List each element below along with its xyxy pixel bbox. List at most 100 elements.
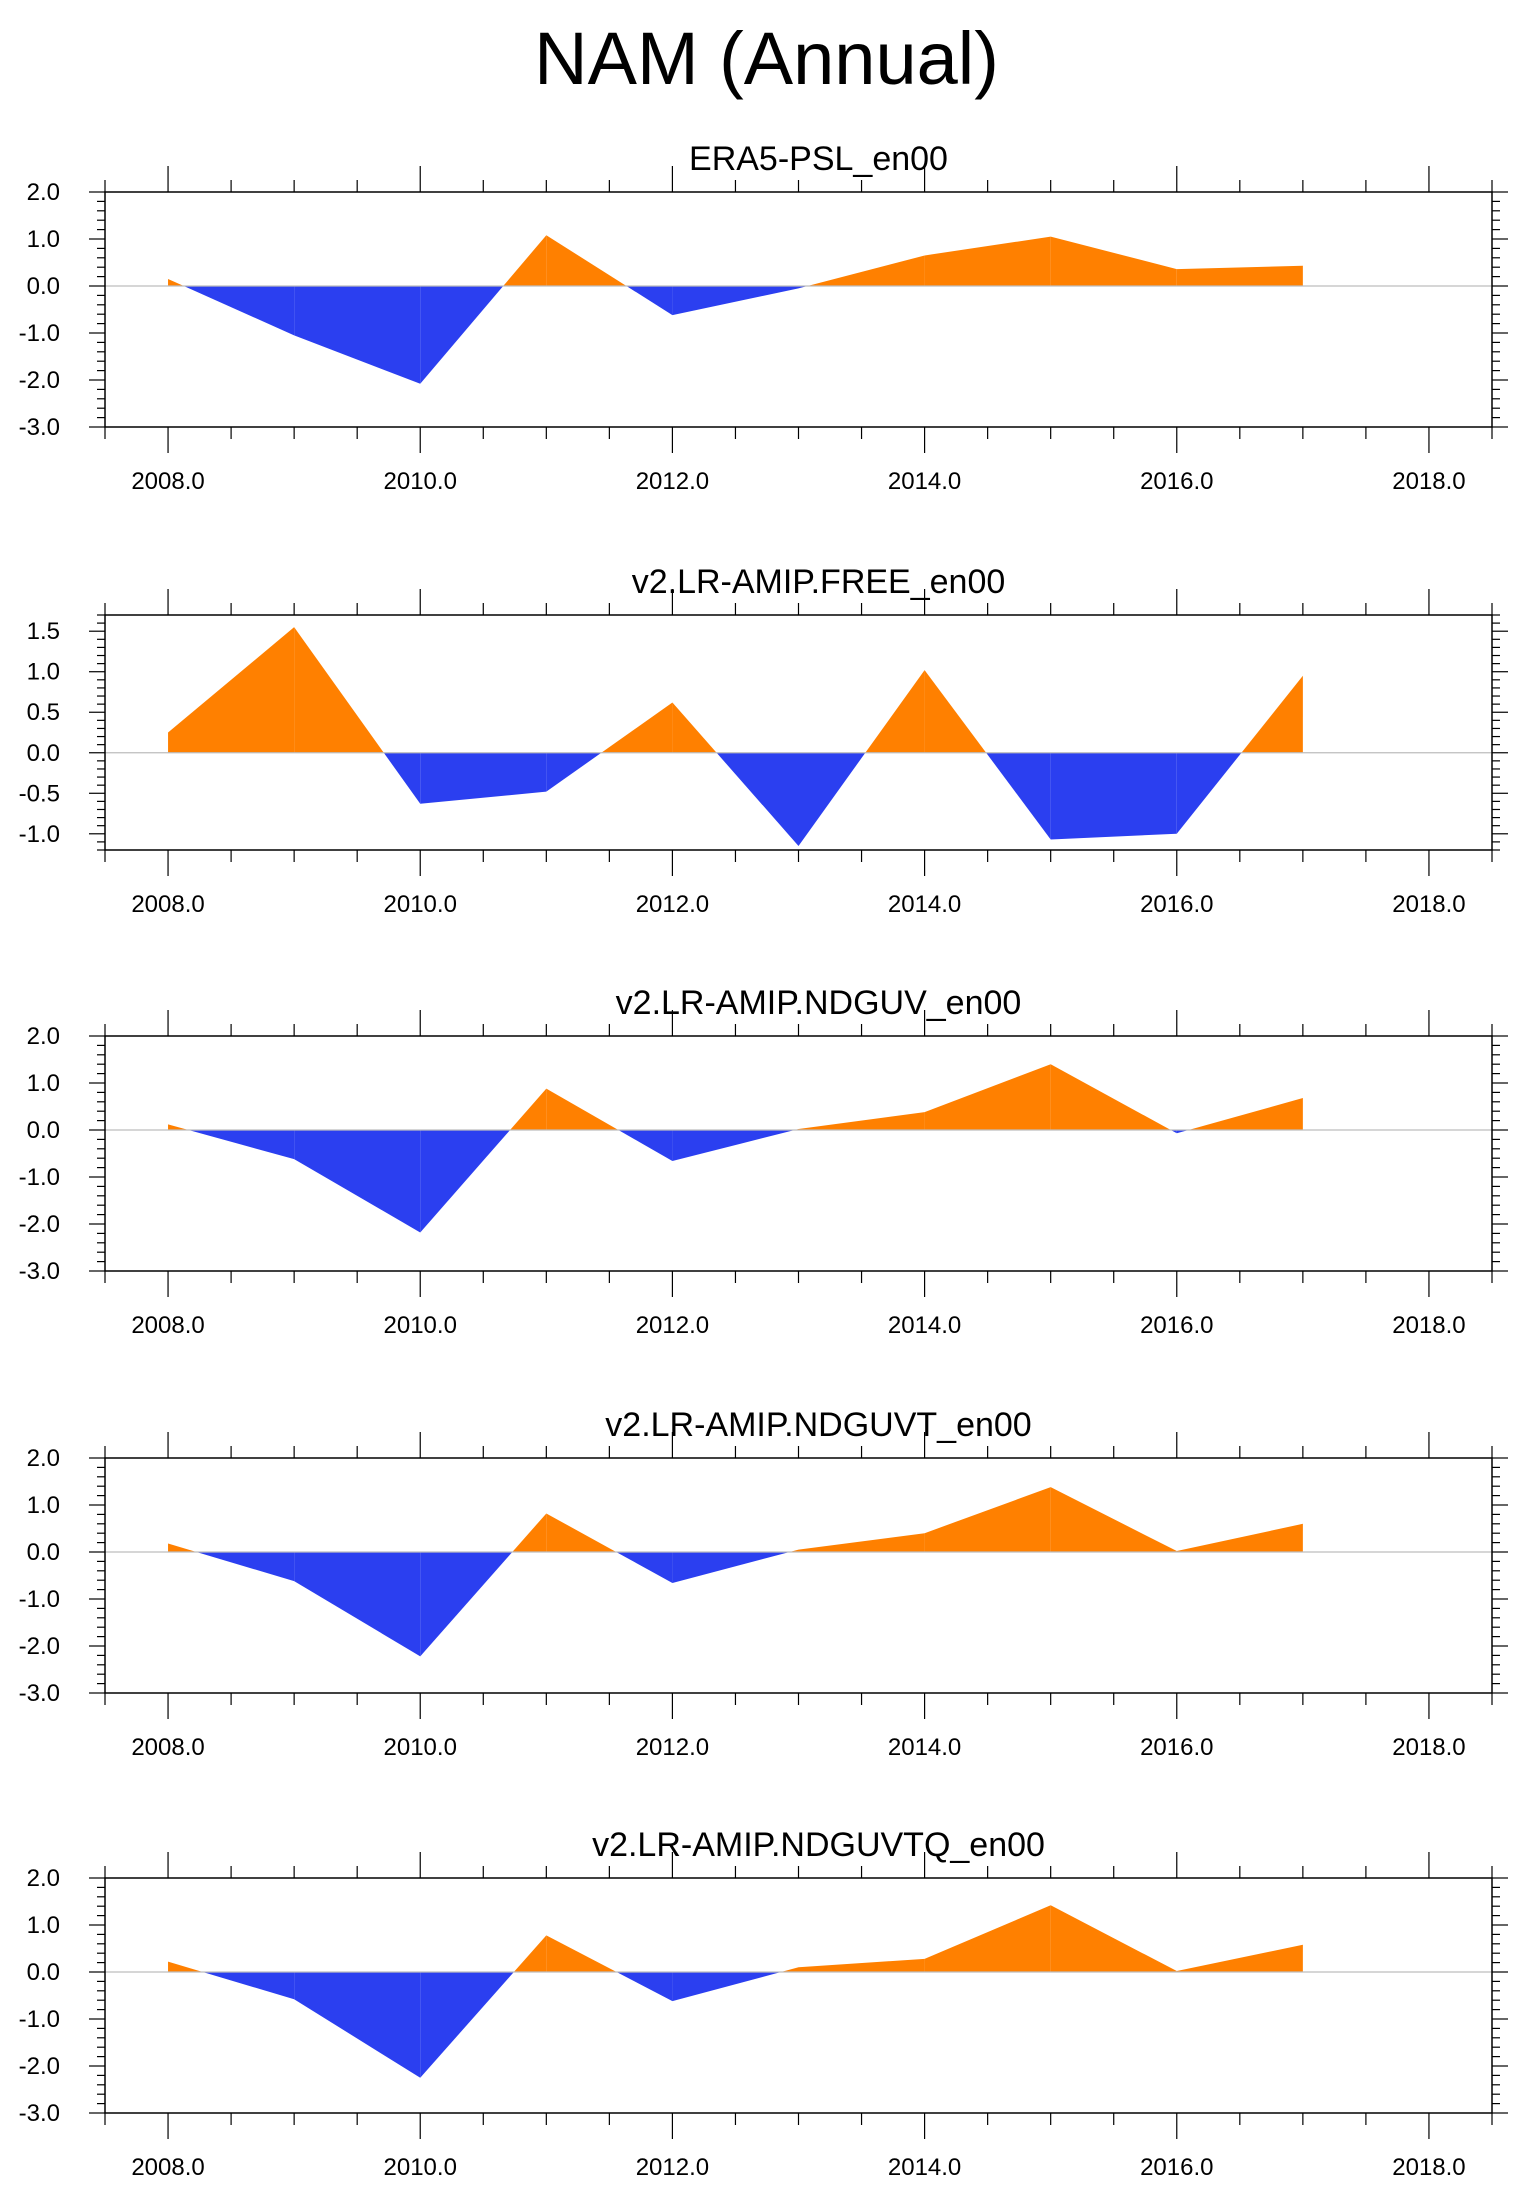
area-segment — [168, 1124, 189, 1130]
panel-4: v2.LR-AMIP.NDGUVT_en00 2.0 1.0 0.0 -1.0 -2.0 -… — [19, 1406, 1508, 1761]
area-segment — [601, 702, 673, 753]
x-tick-label: 2010.0 — [384, 1312, 457, 1339]
y-tick-label: 1.0 — [27, 1492, 60, 1519]
y-tick-label: 0.0 — [27, 273, 60, 300]
x-tick-label: 2018.0 — [1392, 1734, 1465, 1761]
panel-2: v2.LR-AMIP.FREE_en00 1.5 1.0 0.5 0.0 -0.5 -1.0… — [19, 563, 1508, 918]
area-segment — [1050, 1064, 1171, 1130]
area-segment — [420, 1552, 513, 1657]
panel-5: v2.LR-AMIP.NDGUVTQ_en00 2.0 1.0 0.0 -1.0 -2.0… — [19, 1826, 1508, 2181]
area-segment — [1050, 1905, 1177, 1972]
x-tick-label: 2008.0 — [131, 1312, 204, 1339]
area-segment — [1176, 1130, 1189, 1134]
x-tick-label: 2014.0 — [888, 891, 961, 918]
area-segment — [1188, 1098, 1303, 1130]
area-segment — [986, 752, 1051, 840]
area-segment — [546, 235, 627, 286]
figure-title: NAM (Annual) — [534, 17, 999, 100]
y-tick-label: 0.0 — [27, 1117, 60, 1144]
x-tick-label: 2014.0 — [888, 1734, 961, 1761]
x-tick-label: 2010.0 — [384, 1734, 457, 1761]
area-segment — [420, 1972, 514, 2078]
y-tick-label: 0.5 — [27, 699, 60, 726]
y-tick-label: -3.0 — [19, 2100, 60, 2127]
area-segment — [183, 286, 295, 336]
area-segment — [168, 1543, 197, 1552]
x-tick-label: 2016.0 — [1140, 468, 1213, 495]
area-segment — [798, 752, 866, 846]
area-segment — [626, 286, 673, 316]
x-tick-label: 2008.0 — [131, 468, 204, 495]
area-segment — [672, 702, 717, 753]
area-segment — [420, 286, 504, 384]
area-segment — [798, 1112, 925, 1130]
area-segment — [512, 1513, 547, 1552]
y-tick-label: 2.0 — [27, 1445, 60, 1472]
x-tick-label: 2012.0 — [636, 1734, 709, 1761]
area-segment — [196, 1552, 295, 1582]
area-segment — [924, 236, 1051, 286]
area-segment — [294, 1552, 421, 1657]
area-segment — [798, 1533, 925, 1552]
area-segment — [294, 1130, 421, 1233]
area-segment — [420, 752, 547, 804]
y-tick-label: 0.0 — [27, 1959, 60, 1986]
y-tick-label: -1.0 — [19, 1164, 60, 1191]
x-tick-label: 2016.0 — [1140, 1312, 1213, 1339]
area-segment — [798, 1958, 925, 1972]
area-segment — [616, 1972, 673, 2002]
y-tick-label: -1.0 — [19, 2006, 60, 2033]
x-tick-label: 2018.0 — [1392, 891, 1465, 918]
area-segment — [546, 1935, 617, 1972]
x-tick-label: 2014.0 — [888, 468, 961, 495]
area-segment — [510, 1088, 547, 1130]
x-tick-label: 2010.0 — [384, 468, 457, 495]
y-tick-label: -2.0 — [19, 367, 60, 394]
y-tick-label: 1.5 — [27, 618, 60, 645]
y-tick-label: -1.0 — [19, 1586, 60, 1613]
x-tick-label: 2008.0 — [131, 1734, 204, 1761]
y-tick-label: 1.0 — [27, 659, 60, 686]
y-tick-label: -3.0 — [19, 1680, 60, 1707]
area-segment — [1176, 752, 1242, 834]
y-tick-label: -1.0 — [19, 821, 60, 848]
x-tick-label: 2012.0 — [636, 2154, 709, 2181]
x-tick-label: 2016.0 — [1140, 891, 1213, 918]
area-segment — [1176, 1944, 1303, 1972]
y-tick-label: -0.5 — [19, 780, 60, 807]
panel-title: v2.LR-AMIP.NDGUVT_en00 — [605, 1406, 1031, 1444]
y-tick-label: -2.0 — [19, 2053, 60, 2080]
area-segment — [202, 1972, 295, 2000]
area-segment — [546, 1088, 619, 1130]
area-segment — [618, 1130, 673, 1162]
x-tick-label: 2012.0 — [636, 891, 709, 918]
area-segment — [672, 1130, 795, 1162]
area-segment — [924, 1905, 1051, 1972]
area-segment — [924, 1064, 1051, 1130]
panel-1: ERA5-PSL_en00 2.0 1.0 0.0 -1.0 -2.0 -3.0 2008.0… — [19, 140, 1508, 495]
y-tick-label: 2.0 — [27, 179, 60, 206]
area-segment — [1050, 752, 1177, 840]
area-segment — [1170, 1130, 1177, 1134]
y-tick-label: -3.0 — [19, 1258, 60, 1285]
x-tick-label: 2012.0 — [636, 468, 709, 495]
area-segment — [1176, 1523, 1303, 1552]
x-tick-label: 2018.0 — [1392, 1312, 1465, 1339]
area-segment — [168, 1961, 203, 1972]
area-segment — [924, 1487, 1051, 1552]
x-tick-label: 2008.0 — [131, 891, 204, 918]
area-segment — [672, 286, 799, 316]
area-segment — [546, 1513, 617, 1552]
area-segment — [294, 627, 384, 753]
panel-title: v2.LR-AMIP.NDGUV_en00 — [616, 984, 1022, 1022]
y-tick-label: 0.0 — [27, 1539, 60, 1566]
panel-title: v2.LR-AMIP.NDGUVTQ_en00 — [592, 1826, 1045, 1864]
y-tick-label: -2.0 — [19, 1633, 60, 1660]
area-segment — [1050, 236, 1177, 286]
area-segment — [503, 235, 547, 286]
area-segment — [1176, 265, 1303, 286]
area-segment — [780, 1967, 799, 1972]
area-segment — [513, 1935, 547, 1972]
x-tick-label: 2014.0 — [888, 1312, 961, 1339]
